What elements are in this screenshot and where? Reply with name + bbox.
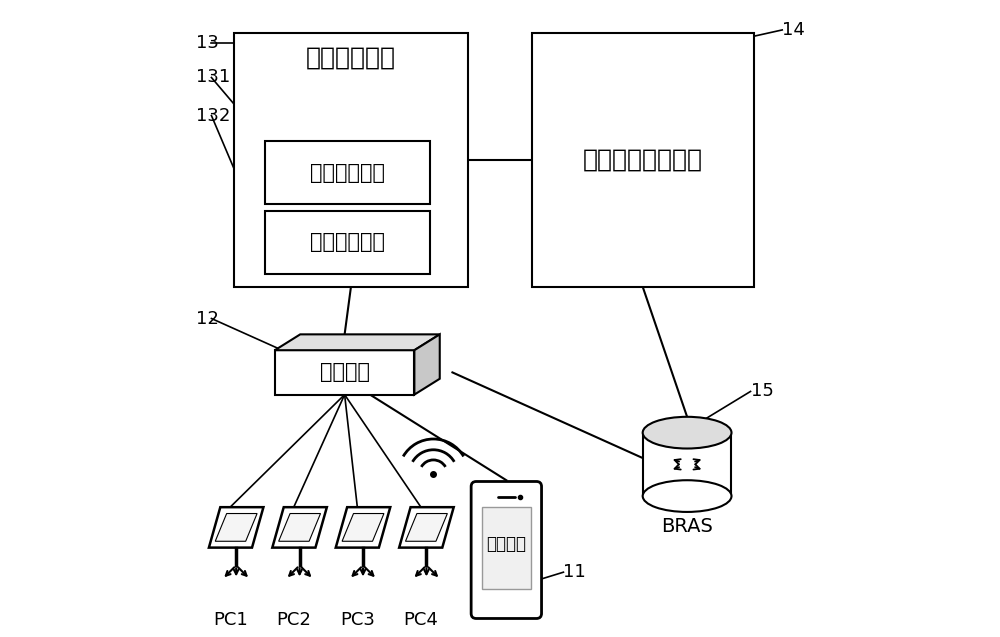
Polygon shape: [406, 513, 447, 541]
Polygon shape: [342, 513, 384, 541]
Text: 131: 131: [196, 69, 230, 87]
Bar: [234, 33, 468, 287]
Polygon shape: [272, 507, 327, 548]
Text: 网关管理平台: 网关管理平台: [306, 45, 396, 69]
Text: 12: 12: [196, 310, 218, 327]
Bar: [482, 507, 531, 589]
Text: 运营管理平台: 运营管理平台: [310, 162, 385, 183]
Text: PC4: PC4: [403, 611, 438, 629]
Text: 14: 14: [782, 21, 805, 39]
Text: BRAS: BRAS: [661, 517, 713, 536]
Polygon shape: [414, 334, 440, 394]
Text: 132: 132: [196, 106, 230, 125]
Bar: [265, 211, 430, 274]
Ellipse shape: [643, 417, 731, 448]
Text: 用户终端: 用户终端: [486, 534, 526, 553]
Text: 15: 15: [751, 382, 773, 401]
Text: 11: 11: [563, 563, 586, 581]
Polygon shape: [215, 513, 257, 541]
Text: 宽带能力开放平台: 宽带能力开放平台: [583, 148, 703, 172]
Text: 功能控制平台: 功能控制平台: [310, 233, 385, 252]
Bar: [532, 33, 754, 287]
Text: 13: 13: [196, 34, 218, 52]
Text: PC3: PC3: [340, 611, 375, 629]
Polygon shape: [275, 350, 414, 394]
FancyBboxPatch shape: [471, 482, 542, 619]
Polygon shape: [209, 507, 263, 548]
Polygon shape: [399, 507, 454, 548]
Polygon shape: [275, 334, 440, 350]
Polygon shape: [336, 507, 390, 548]
Ellipse shape: [643, 480, 731, 512]
Polygon shape: [279, 513, 321, 541]
Text: PC1: PC1: [213, 611, 248, 629]
Text: 网关设备: 网关设备: [320, 362, 370, 382]
Bar: [643, 433, 731, 496]
Bar: [265, 141, 430, 204]
Text: PC2: PC2: [276, 611, 311, 629]
